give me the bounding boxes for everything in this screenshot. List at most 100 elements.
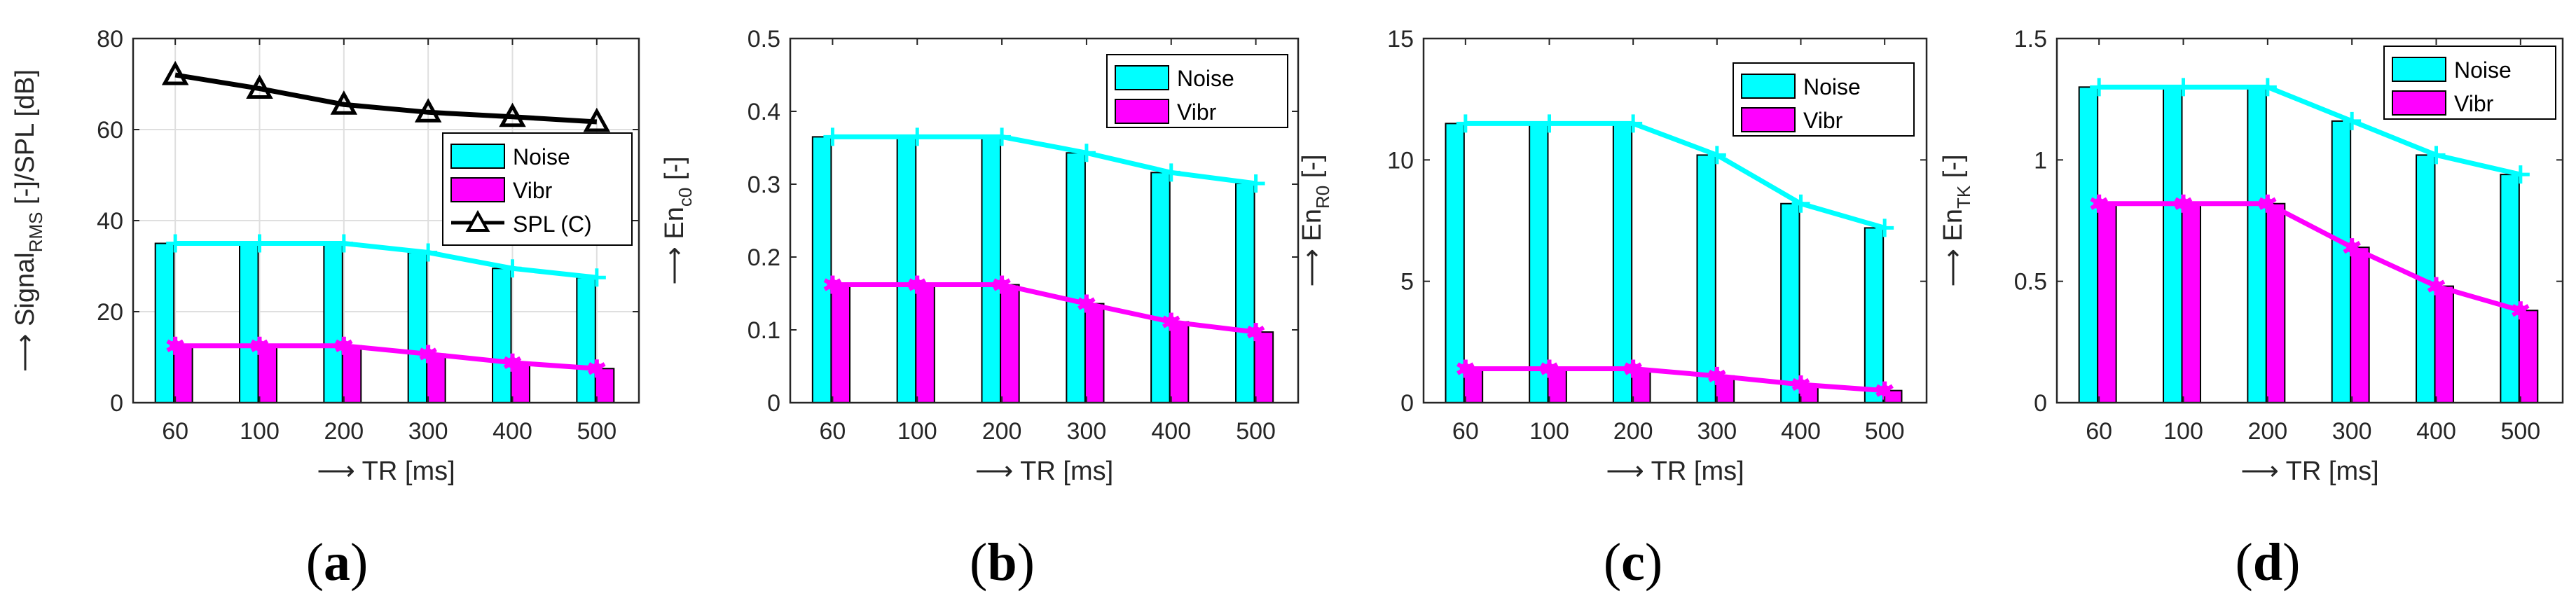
bar-noise xyxy=(1696,154,1716,403)
point-noise xyxy=(2427,146,2446,165)
x-tick-label: 300 xyxy=(1067,418,1107,445)
x-tick-label: 500 xyxy=(577,418,617,445)
point-spl xyxy=(330,90,358,115)
legend-marker-spl xyxy=(465,209,490,232)
bar-noise xyxy=(1529,123,1549,403)
bar-noise xyxy=(1066,152,1086,403)
bar-noise xyxy=(323,242,343,403)
bar-noise xyxy=(154,242,175,403)
point-vibr-dot xyxy=(1165,316,1177,328)
legend-label: Vibr xyxy=(513,178,553,203)
point-noise xyxy=(2343,111,2362,130)
bar-vibr xyxy=(341,345,362,403)
bar-noise xyxy=(1445,123,1465,403)
x-tick-label: 400 xyxy=(1151,418,1191,445)
bar-vibr xyxy=(2350,247,2370,403)
chart-panel-a: 0 20 40 60 80 60 100 200 300 400 500 ⟶ TR [ms] ⟶ Sig… xyxy=(11,26,640,592)
point-vibr-dot xyxy=(1459,363,1471,375)
line-spl-c- xyxy=(174,72,598,125)
bar-vibr xyxy=(1084,303,1105,403)
legend-label: Vibr xyxy=(2454,91,2494,116)
point-vibr-dot xyxy=(911,279,923,291)
point-noise xyxy=(1540,114,1559,133)
legend-label: Noise xyxy=(1803,74,1861,99)
bar-noise xyxy=(981,136,1002,403)
legend-swatch-noise xyxy=(450,144,505,169)
x-tick-label: 500 xyxy=(1865,418,1905,445)
x-axis-label: ⟶ TR [ms] xyxy=(2240,457,2378,486)
y-tick-label: 40 xyxy=(97,208,123,235)
x-tick-label: 100 xyxy=(2163,418,2203,445)
point-noise xyxy=(1875,219,1894,237)
x-tick-label: 200 xyxy=(1613,418,1653,445)
bar-noise xyxy=(811,136,832,403)
line-noise xyxy=(832,134,1257,186)
bar-noise xyxy=(2078,86,2099,403)
point-vibr-dot xyxy=(422,348,434,360)
y-tick-label: 0.4 xyxy=(748,99,780,125)
y-tick-label: 1 xyxy=(2034,147,2047,174)
point-spl xyxy=(414,98,442,123)
legend-label: Noise xyxy=(1177,66,1234,91)
x-tick-label: 60 xyxy=(162,418,188,445)
axes-box xyxy=(1422,37,1928,404)
bar-vibr xyxy=(915,284,935,403)
x-tick-label: 100 xyxy=(1529,418,1569,445)
bar-vibr xyxy=(2097,202,2117,403)
point-spl xyxy=(499,102,526,127)
point-noise xyxy=(908,127,927,146)
x-tick-label: 60 xyxy=(2086,418,2112,445)
bar-vibr xyxy=(1253,331,1274,403)
y-tick-label: 15 xyxy=(1387,26,1414,53)
line-vibr xyxy=(2099,201,2521,313)
bar-noise xyxy=(2163,86,2183,403)
bar-noise xyxy=(1612,123,1633,403)
point-noise xyxy=(1162,163,1180,182)
x-tick-label: 300 xyxy=(2332,418,2372,445)
y-tick-label: 0 xyxy=(110,390,123,417)
point-vibr-dot xyxy=(2093,197,2105,209)
line-vibr xyxy=(1465,366,1885,394)
legend-label: Vibr xyxy=(1177,99,1217,125)
y-axis-label: ⟶ SignalRMS [-]/SPL [dB] xyxy=(11,69,46,372)
x-tick-label: 200 xyxy=(2247,418,2287,445)
x-tick-label: 100 xyxy=(897,418,937,445)
point-noise xyxy=(166,234,185,253)
point-vibr-dot xyxy=(1627,363,1639,375)
x-tick-label: 400 xyxy=(493,418,532,445)
point-noise xyxy=(1246,174,1265,193)
chart-panel-c: 0 5 10 15 60 100 200 300 400 500 ⟶ TR [ms] ⟶ EnR0 [… xyxy=(1297,26,1928,592)
bar-vibr xyxy=(2181,202,2201,403)
legend-swatch-vibr xyxy=(450,177,505,202)
point-noise xyxy=(2174,78,2193,97)
x-tick-label: 300 xyxy=(1697,418,1737,445)
y-axis-label: ⟶ EnR0 [-] xyxy=(1297,154,1333,286)
panel-label: (b) xyxy=(970,533,1035,592)
x-tick-label: 200 xyxy=(982,418,1022,445)
point-vibr-dot xyxy=(507,356,518,368)
point-noise xyxy=(1791,194,1810,213)
bar-noise xyxy=(1780,202,1800,403)
y-tick-label: 60 xyxy=(97,117,123,144)
legend-swatch-vibr xyxy=(1115,99,1169,124)
bar-noise xyxy=(239,242,259,403)
point-vibr-dot xyxy=(2261,197,2273,209)
y-tick-label: 0 xyxy=(2034,390,2047,417)
legend-swatch-vibr xyxy=(1741,107,1796,132)
x-tick-label: 400 xyxy=(1781,418,1821,445)
y-tick-label: 1.5 xyxy=(2014,26,2047,53)
line-vibr xyxy=(832,282,1257,335)
y-tick-label: 80 xyxy=(97,26,123,53)
y-axis-label: ⟶ EnTK [-] xyxy=(1938,154,1974,286)
point-vibr-dot xyxy=(996,279,1008,291)
legend-label: Noise xyxy=(513,144,570,169)
bar-noise xyxy=(896,136,917,403)
point-vibr-dot xyxy=(2430,280,2442,292)
y-tick-label: 10 xyxy=(1387,147,1414,174)
point-vibr-dot xyxy=(1080,298,1092,310)
y-tick-label: 0.5 xyxy=(2014,269,2047,296)
legend: Noise Vibr xyxy=(1106,54,1288,128)
bar-vibr xyxy=(257,345,277,403)
bar-noise xyxy=(1864,227,1885,403)
legend-swatch-noise xyxy=(2392,57,2446,82)
